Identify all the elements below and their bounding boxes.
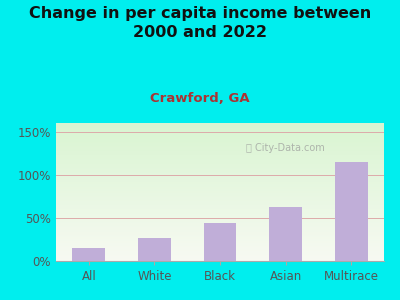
Bar — [72, 248, 105, 261]
Bar — [335, 162, 368, 261]
Bar — [269, 207, 302, 261]
Text: Change in per capita income between
2000 and 2022: Change in per capita income between 2000… — [29, 6, 371, 40]
Bar — [204, 223, 236, 261]
Bar — [138, 238, 171, 261]
Text: ⓘ City-Data.com: ⓘ City-Data.com — [246, 143, 325, 153]
Text: Crawford, GA: Crawford, GA — [150, 92, 250, 104]
